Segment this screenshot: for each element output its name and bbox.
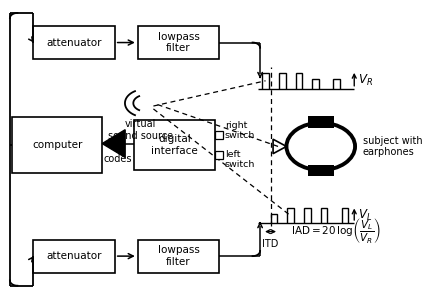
Bar <box>215 151 223 159</box>
Bar <box>33 240 115 273</box>
Bar <box>33 26 115 59</box>
Text: subject with
earphones: subject with earphones <box>362 136 422 157</box>
Bar <box>215 131 223 139</box>
Text: lowpass
filter: lowpass filter <box>158 245 200 267</box>
Text: virtual
sound source: virtual sound source <box>108 119 174 141</box>
Text: codes: codes <box>104 155 132 164</box>
Bar <box>308 165 334 176</box>
Text: ITD: ITD <box>263 239 279 249</box>
Bar <box>138 240 219 273</box>
Bar <box>134 120 215 170</box>
Text: attenuator: attenuator <box>46 37 102 48</box>
Text: lowpass
filter: lowpass filter <box>158 32 200 53</box>
Text: left
switch: left switch <box>225 150 255 169</box>
Polygon shape <box>102 130 125 157</box>
Text: attenuator: attenuator <box>46 251 102 261</box>
Text: computer: computer <box>32 140 82 150</box>
Text: $V_L$: $V_L$ <box>358 208 372 223</box>
Text: $V_R$: $V_R$ <box>358 73 372 88</box>
Text: digital
interface: digital interface <box>151 134 198 156</box>
Bar <box>12 117 102 173</box>
Text: $\mathrm{IAD} = 20\,\log\!\left(\dfrac{V_L}{V_R}\right)$: $\mathrm{IAD} = 20\,\log\!\left(\dfrac{V… <box>292 216 381 245</box>
Bar <box>308 116 334 128</box>
Text: right
switch: right switch <box>225 121 255 140</box>
Bar <box>138 26 219 59</box>
